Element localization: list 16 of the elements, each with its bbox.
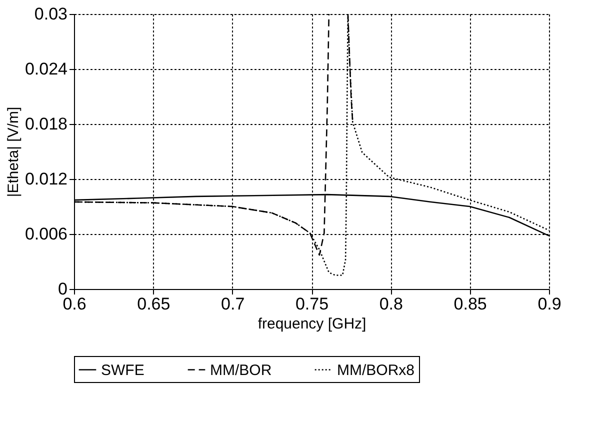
y-axis-title: |Etheta| [V/m] — [4, 106, 22, 198]
x-tick-label: 0.7 — [221, 294, 245, 314]
y-tick-label: 0.024 — [24, 60, 68, 78]
x-tick-label: 0.75 — [295, 294, 329, 314]
y-tick-label: 0.012 — [24, 170, 68, 188]
y-tick-label: 0.03 — [34, 4, 68, 24]
x-tick-label: 0.8 — [379, 294, 403, 314]
x-axis-title: frequency [GHz] — [258, 316, 366, 332]
legend-label: MM/BORx8 — [337, 362, 415, 379]
legend-label: MM/BOR — [210, 362, 272, 379]
x-tick-label: 0.9 — [538, 294, 562, 314]
y-tick-label: 0.018 — [24, 114, 68, 134]
x-tick-label: 0.65 — [137, 294, 170, 314]
legend-label: SWFE — [101, 362, 144, 379]
x-tick-label: 0.85 — [454, 294, 487, 314]
y-tick-label: 0.006 — [24, 224, 68, 244]
